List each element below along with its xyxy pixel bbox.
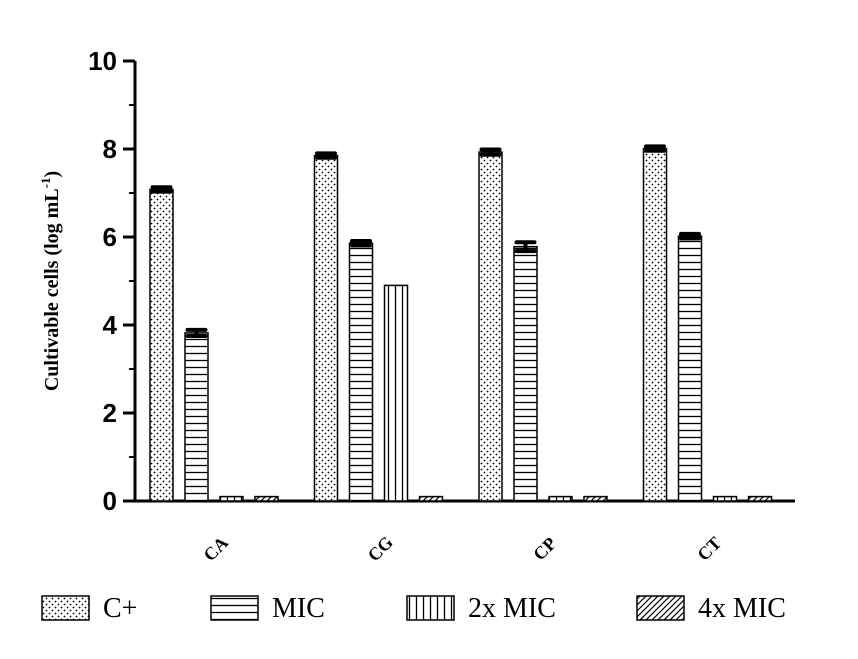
y-tick-label: 4: [103, 310, 118, 340]
bar-cp-c-: [478, 151, 503, 502]
bar-ca-c-: [149, 188, 174, 502]
bar-cg-4x-mic: [418, 495, 444, 502]
svg-text:Cultivable cells (log mL-1): Cultivable cells (log mL-1): [38, 171, 63, 391]
bar-cg-c-: [313, 154, 339, 502]
bar-cp-4x-mic: [583, 495, 608, 502]
bar-ct-4x-mic: [747, 495, 773, 502]
bar-ct-mic: [677, 235, 703, 502]
legend-swatch-4x-mic: [636, 595, 685, 621]
legend-swatch-2x-mic: [406, 595, 455, 621]
x-tick-label: CT: [693, 533, 725, 565]
y-axis: 0 2 4 6 8 10: [88, 46, 137, 516]
bar-cg-2x-mic: [383, 284, 409, 502]
x-tick-label: CG: [364, 532, 397, 565]
legend-label: MIC: [272, 593, 325, 624]
y-tick-label: 2: [103, 398, 117, 428]
bars: [149, 144, 773, 502]
y-tick-label: 6: [103, 222, 117, 252]
bar-ca-mic: [184, 332, 209, 502]
y-axis-label-close: ): [41, 171, 63, 178]
y-axis-label: Cultivable cells (log mL-1): [38, 171, 63, 391]
y-tick-label: 0: [103, 486, 117, 516]
bar-ct-2x-mic: [712, 495, 738, 502]
legend-label: C+: [103, 593, 137, 624]
legend: C+ MIC 2x MIC 4x MIC: [41, 593, 786, 624]
legend-label: 4x MIC: [698, 593, 786, 624]
y-tick-label: 8: [103, 134, 117, 164]
legend-label: 2x MIC: [468, 593, 556, 624]
bar-ca-2x-mic: [219, 495, 244, 502]
y-tick-label: 10: [88, 46, 117, 76]
x-axis: CA CG CP CT: [133, 499, 795, 565]
x-tick-label: CA: [199, 532, 232, 565]
y-axis-label-text: Cultivable cells (log mL: [41, 188, 63, 391]
bar-cp-2x-mic: [548, 495, 573, 502]
bar-ca-4x-mic: [254, 495, 279, 502]
bar-cp-mic: [513, 245, 538, 502]
y-axis-label-sup: -1: [38, 178, 53, 189]
legend-swatch-mic: [210, 595, 259, 621]
bar-ct-c-: [642, 147, 668, 502]
bar-cg-mic: [348, 242, 374, 502]
legend-swatch-c-: [41, 595, 90, 621]
x-tick-label: CP: [529, 533, 560, 564]
